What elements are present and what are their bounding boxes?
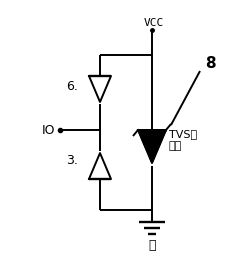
Polygon shape <box>137 130 165 163</box>
Text: 3.: 3. <box>66 154 78 168</box>
Text: IO: IO <box>41 124 55 136</box>
Text: VCC: VCC <box>143 18 164 28</box>
Text: 地: 地 <box>148 239 155 252</box>
Text: 8: 8 <box>204 55 214 70</box>
Text: TVS管
阵列: TVS管 阵列 <box>168 129 196 151</box>
Text: 6.: 6. <box>66 79 78 93</box>
